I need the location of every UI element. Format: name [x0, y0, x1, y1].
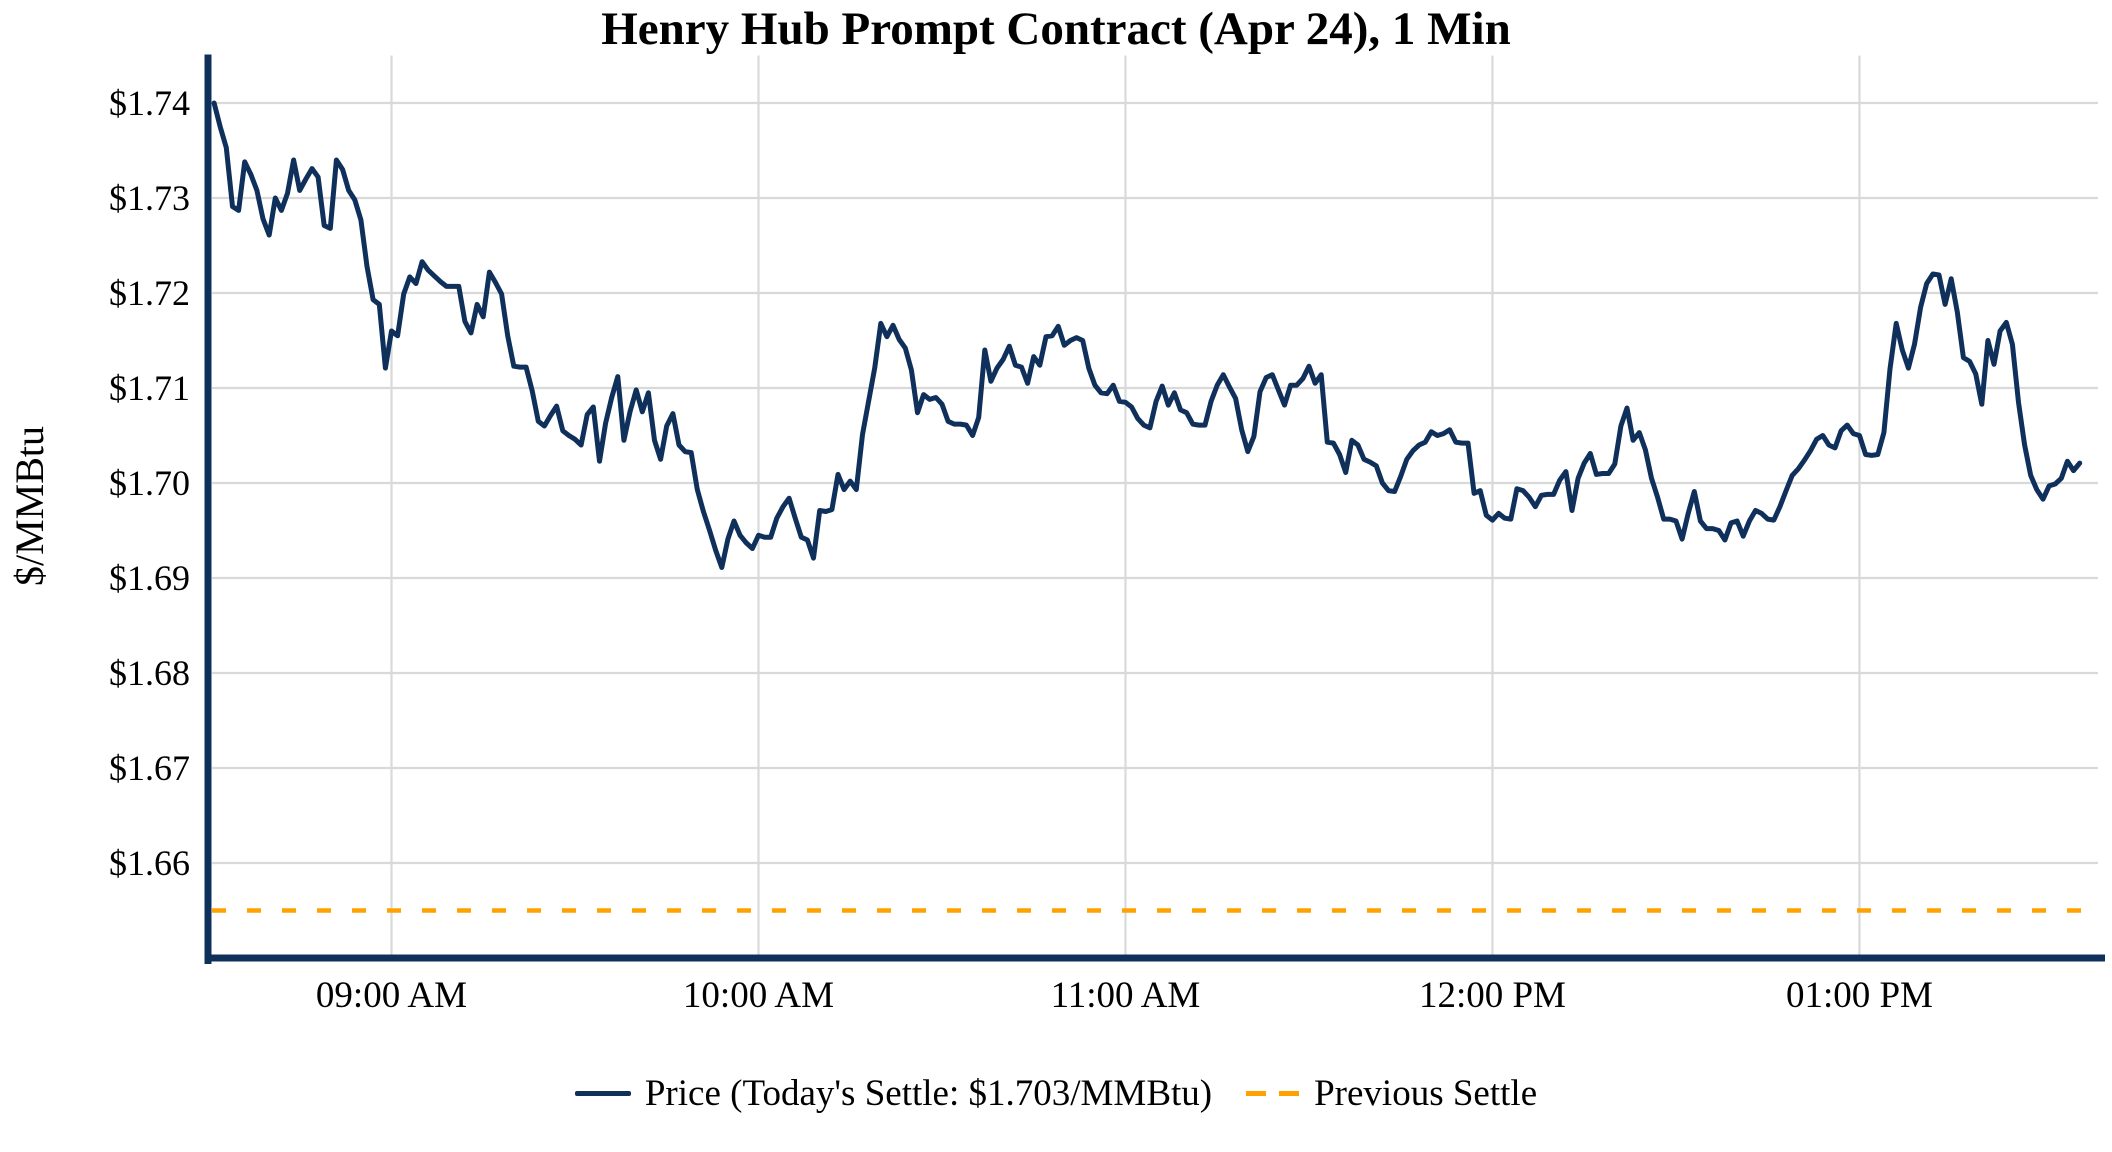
- y-tick-label: $1.70: [109, 463, 190, 503]
- legend: Price (Today's Settle: $1.703/MMBtu) Pre…: [0, 1072, 2112, 1115]
- x-tick-label: 09:00 AM: [315, 975, 468, 1016]
- price-line: [211, 100, 2083, 570]
- price-line-swatch: [574, 1091, 631, 1096]
- chart-title: Henry Hub Prompt Contract (Apr 24), 1 Mi…: [601, 3, 1511, 55]
- y-tick-label: $1.69: [109, 558, 190, 598]
- x-tick-label: 01:00 PM: [1785, 975, 1933, 1016]
- x-tick-label: 12:00 PM: [1418, 975, 1566, 1016]
- bottom-axis-spine: [204, 954, 2105, 962]
- y-tick-label: $1.71: [109, 368, 190, 408]
- x-tick-label: 10:00 AM: [682, 975, 835, 1016]
- legend-previous-settle-label: Previous Settle: [1314, 1073, 1538, 1114]
- previous-settle-swatch: [1246, 1091, 1301, 1096]
- axis-spines: [204, 54, 2105, 964]
- legend-price-label: Price (Today's Settle: $1.703/MMBtu): [644, 1073, 1213, 1114]
- y-tick-label: $1.66: [109, 843, 190, 883]
- y-tick-label: $1.67: [109, 748, 190, 788]
- y-tick-label: $1.72: [109, 273, 190, 313]
- x-tick-label: 11:00 AM: [1050, 975, 1201, 1016]
- y-tick-label: $1.74: [109, 83, 190, 123]
- y-tick-label: $1.73: [109, 178, 190, 218]
- left-axis-spine: [204, 54, 212, 964]
- y-tick-label: $1.68: [109, 653, 190, 693]
- gridlines: [212, 55, 2098, 958]
